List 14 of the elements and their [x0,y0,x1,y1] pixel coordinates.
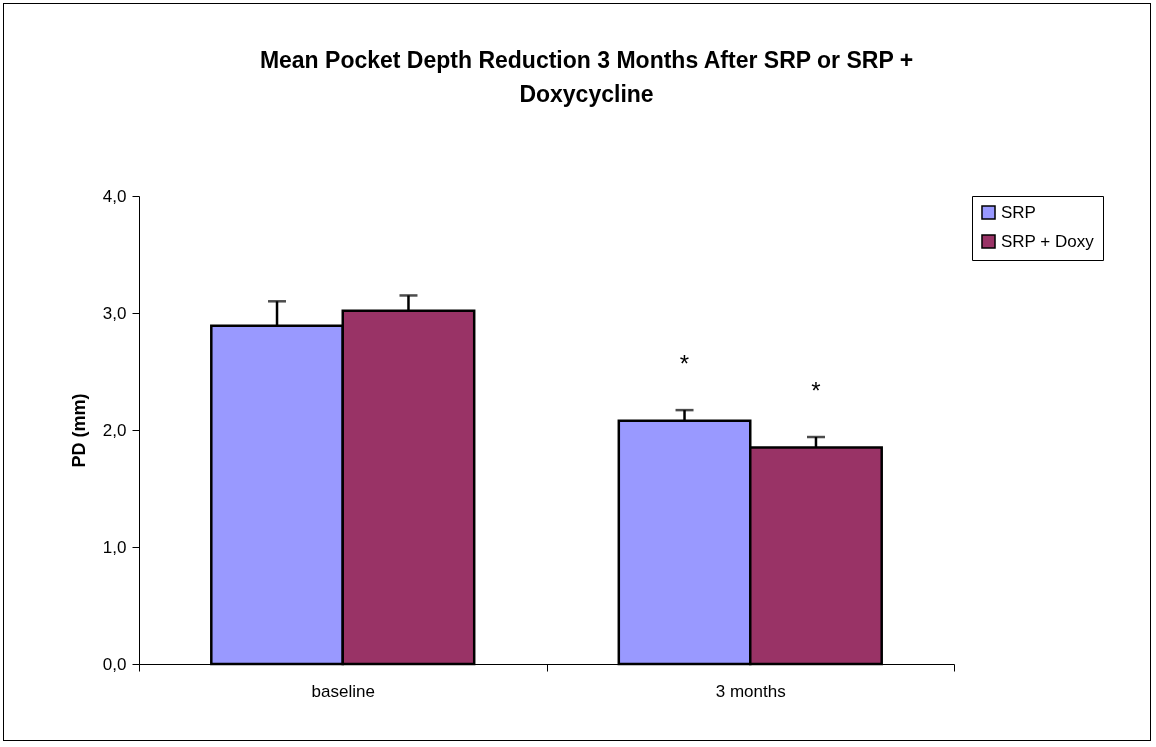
annotation: * [679,350,690,378]
y-tick-label: 2,0 [102,420,127,440]
y-tick-label: 3,0 [102,303,127,323]
text: Mean Pocket Depth Reduction 3 Months After SRP or SRP + [259,47,914,73]
y-tick-label: 0,0 [102,654,127,674]
annotation: * [811,377,821,405]
text: Doxycycline [519,81,654,107]
y-tick-label: 1,0 [102,537,127,557]
legend-label: SRP [1001,202,1036,222]
x-tick-label: 3 months [715,681,786,701]
legend-label: SRP + Doxy [1001,231,1095,251]
y-axis-title: PD (mm) [68,393,89,468]
x-tick-label: baseline [311,681,375,701]
y-tick-label: 4,0 [102,186,127,206]
